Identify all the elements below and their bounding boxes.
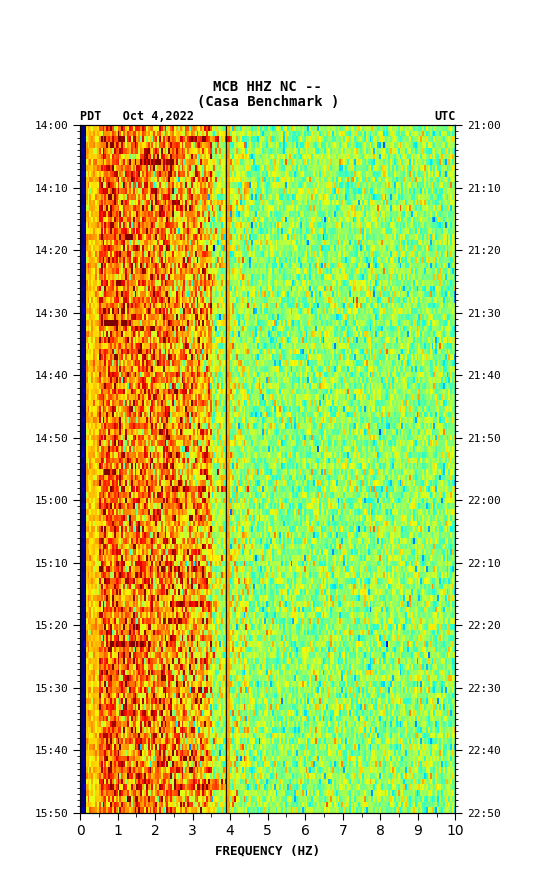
Text: MCB HHZ NC --: MCB HHZ NC -- <box>213 79 322 94</box>
Text: PDT   Oct 4,2022: PDT Oct 4,2022 <box>80 110 194 123</box>
Text: USGS: USGS <box>20 26 57 41</box>
Text: UTC: UTC <box>434 110 455 123</box>
Text: (Casa Benchmark ): (Casa Benchmark ) <box>197 95 339 109</box>
X-axis label: FREQUENCY (HZ): FREQUENCY (HZ) <box>215 844 320 857</box>
